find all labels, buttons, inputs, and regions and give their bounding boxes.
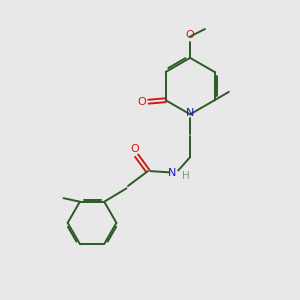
Text: N: N [186,108,194,118]
Text: O: O [137,97,146,107]
Text: O: O [186,30,194,40]
Text: N: N [168,168,176,178]
Text: H: H [182,171,190,181]
Text: O: O [131,144,140,154]
